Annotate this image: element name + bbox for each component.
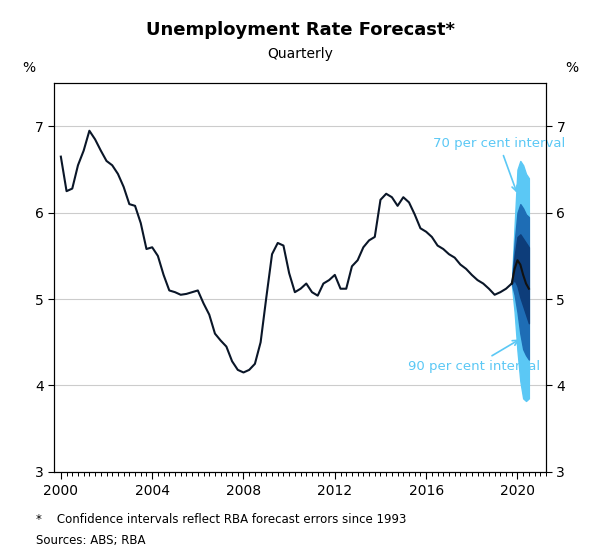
- Text: Quarterly: Quarterly: [267, 47, 333, 61]
- Text: %: %: [22, 62, 35, 75]
- Text: Unemployment Rate Forecast*: Unemployment Rate Forecast*: [146, 21, 455, 39]
- Text: %: %: [565, 62, 578, 75]
- Text: Sources: ABS; RBA: Sources: ABS; RBA: [36, 534, 146, 547]
- Text: *    Confidence intervals reflect RBA forecast errors since 1993: * Confidence intervals reflect RBA forec…: [36, 513, 406, 526]
- Text: 90 per cent interval: 90 per cent interval: [408, 340, 540, 373]
- Text: 70 per cent interval: 70 per cent interval: [433, 137, 565, 191]
